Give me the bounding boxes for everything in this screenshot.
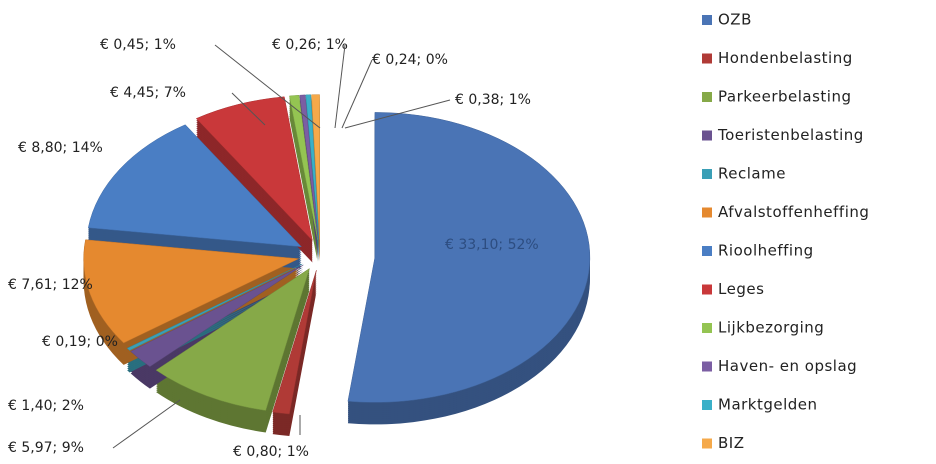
slice-side	[289, 97, 318, 242]
data-label: € 5,97; 9%	[8, 440, 84, 456]
slice-side	[289, 101, 318, 246]
slice	[195, 96, 313, 242]
slice	[305, 94, 320, 240]
legend-label: Hondenbelasting	[718, 49, 853, 67]
slice	[83, 239, 300, 344]
slice-side	[289, 115, 318, 260]
legend-swatch	[702, 92, 712, 102]
slice-side	[289, 107, 318, 252]
data-label: € 1,40; 2%	[8, 398, 84, 414]
data-label: € 7,61; 12%	[8, 277, 93, 293]
legend-swatch	[702, 400, 712, 410]
leader-line	[112, 399, 181, 449]
legend-swatch	[702, 53, 712, 64]
legend-label: Rioolheffing	[718, 242, 814, 260]
leader-line	[214, 44, 321, 129]
legend-swatch	[702, 15, 712, 25]
data-label: € 0,19; 0%	[42, 334, 118, 350]
data-label: € 0,38; 1%	[455, 92, 531, 108]
data-label: € 0,24; 0%	[372, 52, 448, 68]
leader-line	[344, 99, 451, 129]
legend-label: Marktgelden	[718, 396, 818, 414]
data-label: € 0,80; 1%	[233, 444, 309, 460]
leader-line	[341, 59, 373, 129]
slice-side	[299, 98, 319, 244]
legend-swatch	[702, 169, 712, 179]
legend-swatch	[702, 323, 712, 333]
data-label: € 0,45; 1%	[100, 37, 176, 53]
data-label: € 0,26; 1%	[272, 37, 348, 53]
slice-side	[289, 103, 318, 248]
slice	[311, 94, 320, 240]
data-label: € 8,80; 14%	[18, 140, 103, 156]
legend-swatch	[702, 246, 712, 256]
legend-swatch	[702, 130, 712, 141]
legend-swatch	[702, 284, 712, 295]
legend-swatch	[702, 361, 712, 372]
slice-side	[289, 109, 318, 254]
legend-label: Leges	[718, 280, 764, 298]
slice-side	[289, 113, 318, 258]
slice	[126, 263, 303, 351]
slice	[347, 112, 591, 403]
leader-line	[334, 44, 346, 129]
legend-swatch	[702, 438, 712, 449]
legend-label: Haven- en opslag	[718, 357, 857, 375]
slice-side	[289, 99, 318, 244]
slice	[299, 94, 319, 240]
slice	[87, 124, 303, 248]
legend-label: Parkeerbelasting	[718, 88, 852, 106]
slice	[272, 270, 317, 415]
legend-label: Afvalstoffenheffing	[718, 203, 869, 221]
slice-side	[289, 117, 318, 262]
leader-line	[231, 92, 266, 126]
data-label: € 33,10; 52%	[445, 237, 539, 253]
legend-swatch	[702, 207, 712, 218]
slice	[130, 264, 304, 367]
slice	[289, 94, 318, 240]
legend-label: Toeristenbelasting	[717, 126, 864, 144]
slice-side	[289, 105, 318, 250]
legend-label: Reclame	[718, 165, 786, 183]
data-label: € 4,45; 7%	[110, 85, 186, 101]
legend-label: BIZ	[718, 434, 745, 452]
legend-label: OZB	[718, 11, 752, 29]
slice	[155, 267, 310, 411]
slice-side	[289, 111, 318, 256]
legend-label: Lijkbezorging	[718, 319, 824, 337]
